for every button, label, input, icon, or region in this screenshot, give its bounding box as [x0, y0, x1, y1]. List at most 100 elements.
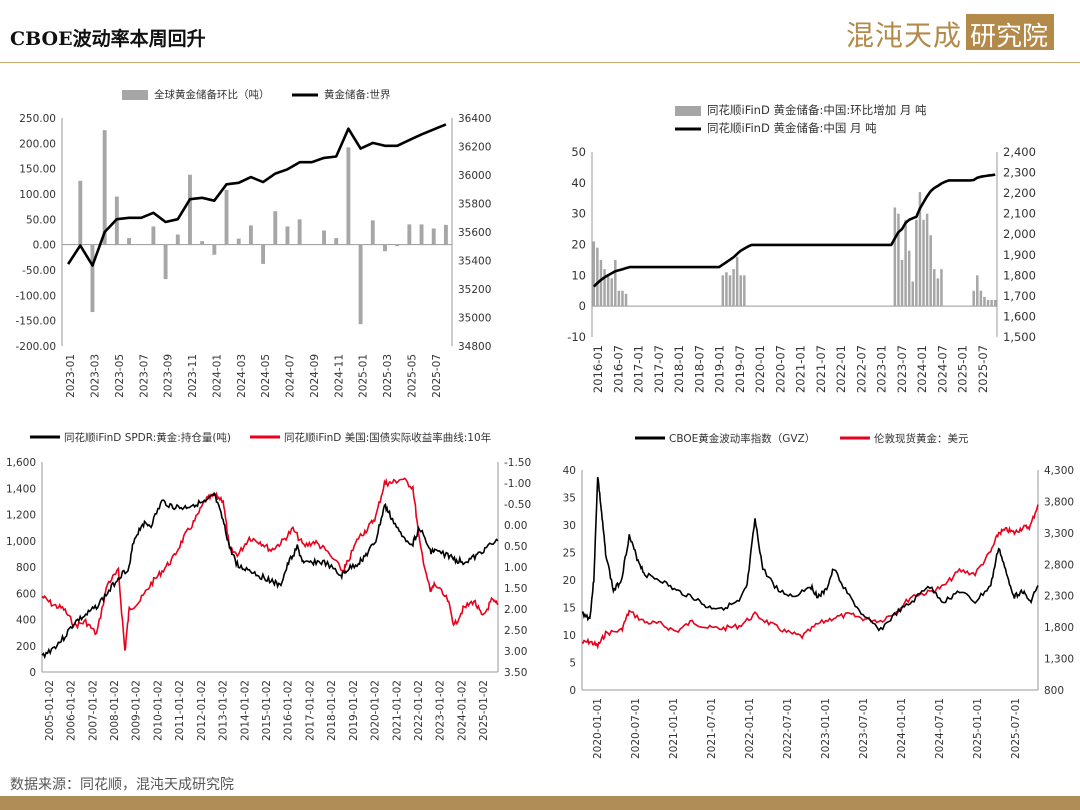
- x-tick-label: 2024-09: [309, 354, 321, 398]
- y-right-tick-label: -0.50: [504, 499, 531, 511]
- x-tick-label: 2022-07: [854, 345, 868, 393]
- x-tick-label: 2019-01: [713, 345, 727, 393]
- y-right-tick-label: 36000: [458, 170, 491, 182]
- bar: [175, 234, 180, 245]
- bar: [431, 228, 436, 245]
- x-tick-label: 2009-01-02: [131, 680, 143, 741]
- x-tick-label: 2024-07: [935, 345, 949, 393]
- bar: [986, 300, 990, 307]
- x-tick-label: 2024-07: [285, 354, 297, 398]
- bar: [721, 275, 725, 307]
- y-left-tick-label: -50.00: [22, 265, 56, 277]
- y-right-tick-label: -1.00: [504, 478, 531, 490]
- footer-bar: [0, 796, 1080, 810]
- x-tick-label: 2025-03: [382, 354, 394, 398]
- bar: [163, 244, 168, 280]
- series-line: [67, 123, 447, 267]
- y-right-tick-label: -1.50: [504, 457, 531, 469]
- x-tick-label: 2024-05: [260, 354, 272, 398]
- x-tick-label: 2024-01: [915, 345, 929, 393]
- y-right-tick-label: 34800: [458, 341, 491, 353]
- legend-swatch-bar: [675, 106, 701, 116]
- bar: [993, 300, 997, 307]
- y-left-tick-label: 30: [563, 520, 576, 532]
- x-tick-label: 2023-07: [895, 345, 909, 393]
- y-left-tick-label: 400: [16, 615, 36, 627]
- y-left-tick-label: 1,600: [6, 457, 36, 469]
- legend-label: 同花顺iFinD 黄金储备:中国 月 吨: [707, 121, 877, 135]
- y-left-tick-label: 200: [16, 641, 36, 653]
- x-tick-label: 2008-01-02: [109, 680, 121, 741]
- x-tick-label: 2023-07-01: [858, 698, 870, 759]
- y-right-tick-label: 3.00: [504, 646, 527, 658]
- bar: [976, 275, 979, 307]
- y-left-tick-label: -200.00: [15, 341, 56, 353]
- bar: [983, 296, 986, 307]
- x-tick-label: 2023-09: [163, 354, 175, 398]
- y-right-tick-label: 1.50: [504, 583, 527, 595]
- bar: [739, 275, 742, 307]
- x-tick-label: 2022-01-02: [413, 680, 425, 741]
- bar: [610, 278, 613, 307]
- x-tick-label: 2021-01-01: [668, 698, 680, 759]
- bar: [592, 241, 596, 307]
- y-right-tick-label: 1,800: [1003, 268, 1036, 282]
- bar: [972, 290, 975, 307]
- y-right-tick-label: 0.50: [504, 541, 527, 553]
- bar: [599, 259, 603, 307]
- brand-logo: 混沌天成 研究院: [846, 10, 1056, 56]
- y-right-tick-label: 2,300: [1044, 591, 1074, 603]
- y-left-tick-label: 20: [563, 575, 576, 587]
- x-tick-label: 2019-01-02: [348, 680, 360, 741]
- bar: [614, 259, 617, 307]
- bar: [925, 213, 929, 307]
- bar: [979, 290, 983, 307]
- bar: [933, 269, 936, 307]
- bar: [224, 189, 229, 245]
- x-tick-label: 2021-07-01: [706, 698, 718, 759]
- y-right-tick-label: 1,900: [1003, 248, 1036, 262]
- y-left-tick-label: 0: [569, 685, 576, 697]
- legend-label: 黄金储备:世界: [324, 88, 391, 101]
- chart-spdr-vs-real-yield: 1,600 1,400 1,200 1,000 800 600 400 200 0 -1.50 -1…: [6, 431, 531, 741]
- bar: [732, 269, 735, 307]
- x-tick-label: 2021-01: [794, 345, 808, 393]
- bar: [743, 275, 746, 307]
- bar: [907, 250, 911, 307]
- bar: [624, 293, 628, 307]
- legend-label: CBOE黄金波动率指数（GVZ）: [669, 432, 815, 445]
- x-tick-label: 2023-01: [65, 354, 77, 398]
- legend-label: 同花顺iFinD SPDR:黄金:持仓量(吨): [64, 431, 231, 444]
- chart-world-gold-reserves: 250.00 200.00 150.00 100.00 50.00 0.00 -50.00 -…: [15, 88, 491, 398]
- x-tick-label: 2025-01-01: [972, 698, 984, 759]
- bar: [78, 180, 83, 245]
- y-left-tick-label: 40: [571, 176, 586, 190]
- legend-label: 全球黄金储备环比（吨）: [154, 88, 270, 101]
- bar: [358, 244, 363, 325]
- bar: [940, 269, 943, 307]
- bar: [596, 247, 599, 307]
- x-tick-label: 2022-01-01: [744, 698, 756, 759]
- bar: [334, 238, 339, 245]
- bar: [346, 147, 351, 245]
- x-tick-label: 2025-05: [406, 354, 418, 398]
- bar: [261, 244, 266, 264]
- x-tick-label: 2020-07-01: [630, 698, 642, 759]
- y-left-tick-label: 0: [29, 667, 36, 679]
- series-line-red: [41, 477, 499, 651]
- x-tick-label: 2023-03: [90, 354, 102, 398]
- bar: [606, 275, 610, 307]
- y-left-tick-label: 200.00: [19, 138, 56, 150]
- bar: [188, 174, 192, 245]
- x-tick-label: 2023-07: [138, 354, 150, 398]
- y-left-tick-label: -150.00: [15, 316, 56, 328]
- x-tick-label: 2021-01-02: [391, 680, 403, 741]
- x-tick-label: 2020-01-01: [592, 698, 604, 759]
- x-tick-label: 2025-01-02: [478, 680, 490, 741]
- bar: [200, 241, 205, 245]
- y-right-tick-label: 2,000: [1003, 227, 1036, 241]
- x-tick-label: 2017-07: [652, 345, 666, 393]
- y-left-tick-label: 100.00: [19, 189, 56, 201]
- y-left-tick-label: 20: [571, 238, 586, 252]
- bar: [443, 224, 448, 245]
